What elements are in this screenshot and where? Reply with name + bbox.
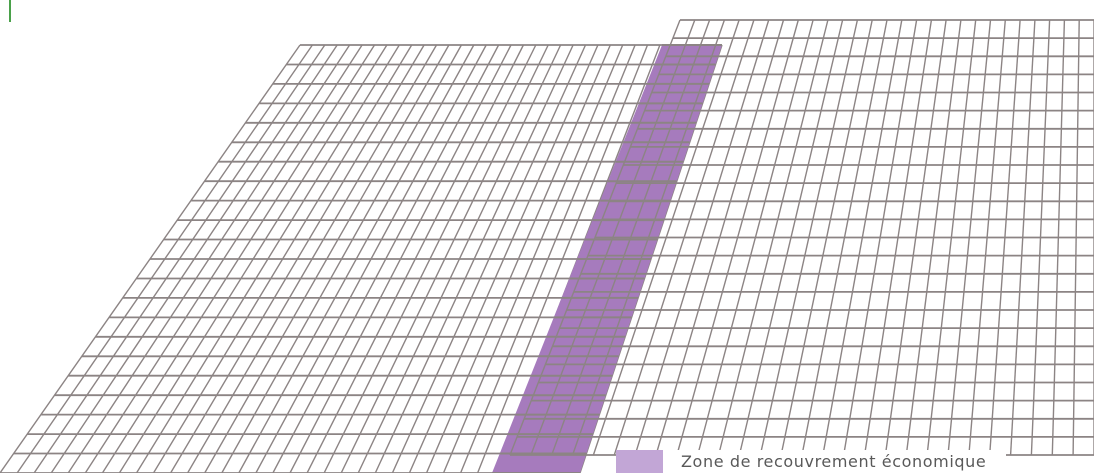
right-grid-column-line bbox=[1051, 19, 1066, 456]
left-grid-column-line bbox=[306, 44, 525, 473]
left-grid-column-line bbox=[152, 44, 413, 473]
left-grid-column-line bbox=[340, 44, 549, 473]
left-grid-column-line bbox=[169, 44, 425, 473]
left-grid bbox=[0, 44, 723, 473]
left-grid-column-line bbox=[16, 44, 313, 473]
right-grid-column-line bbox=[634, 19, 770, 456]
left-grid-column-line bbox=[374, 44, 574, 473]
left-grid-column-line bbox=[118, 44, 388, 473]
right-grid-column-line bbox=[926, 19, 977, 456]
right-grid-column-line bbox=[947, 19, 992, 456]
left-grid-column-line bbox=[459, 44, 636, 473]
right-grid-column-line bbox=[989, 19, 1021, 456]
right-grid-column-line bbox=[905, 19, 962, 456]
left-grid-column-line bbox=[408, 44, 599, 473]
left-grid-column-line bbox=[238, 44, 475, 473]
right-grid-column-line bbox=[1072, 19, 1080, 456]
left-grid-column-line bbox=[186, 44, 438, 473]
left-grid-column-line bbox=[221, 44, 463, 473]
right-grid-column-line bbox=[571, 19, 726, 456]
left-grid-column-line bbox=[425, 44, 611, 473]
right-grid-column-line bbox=[968, 19, 1006, 456]
right-grid-column-line bbox=[717, 19, 829, 456]
right-grid bbox=[509, 19, 1094, 456]
right-grid-column-line bbox=[509, 19, 681, 456]
left-grid-column-line bbox=[357, 44, 562, 473]
legend: Zone de recouvrement économique bbox=[616, 450, 1007, 473]
right-grid-column-line bbox=[676, 19, 799, 456]
left-grid-column-line bbox=[323, 44, 537, 473]
left-grid-column-line bbox=[204, 44, 450, 473]
right-grid-column-line bbox=[738, 19, 844, 456]
left-grid-column-line bbox=[289, 44, 512, 473]
left-grid-column-line bbox=[0, 44, 301, 473]
right-grid-column-line bbox=[655, 19, 785, 456]
left-grid-column-line bbox=[101, 44, 376, 473]
right-grid-column-line bbox=[863, 19, 933, 456]
left-grid-column-line bbox=[442, 44, 624, 473]
legend-swatch bbox=[616, 450, 663, 473]
right-grid-column-line bbox=[822, 19, 903, 456]
right-grid-column-line bbox=[697, 19, 814, 456]
left-grid-column-line bbox=[84, 44, 363, 473]
left-grid-column-line bbox=[135, 44, 400, 473]
right-grid-column-line bbox=[1009, 19, 1036, 456]
right-grid-column-line bbox=[884, 19, 947, 456]
right-grid-column-line bbox=[843, 19, 918, 456]
right-grid-column-line bbox=[801, 19, 888, 456]
right-grid-column-line bbox=[1030, 19, 1051, 456]
right-grid-column-line bbox=[780, 19, 873, 456]
right-grid-column-line bbox=[613, 19, 755, 456]
right-grid-column-line bbox=[759, 19, 859, 456]
right-grid-column-line bbox=[592, 19, 740, 456]
left-grid-column-line bbox=[255, 44, 487, 473]
edge-mark bbox=[9, 0, 11, 22]
left-grid-column-line bbox=[391, 44, 587, 473]
right-grid-column-line bbox=[551, 19, 711, 456]
left-grid-column-line bbox=[67, 44, 351, 473]
legend-label: Zone de recouvrement économique bbox=[681, 452, 987, 471]
left-grid-column-line bbox=[476, 44, 649, 473]
left-grid-column-line bbox=[33, 44, 326, 473]
left-grid-column-line bbox=[272, 44, 500, 473]
right-grid-column-line bbox=[530, 19, 696, 456]
left-grid-column-line bbox=[50, 44, 338, 473]
